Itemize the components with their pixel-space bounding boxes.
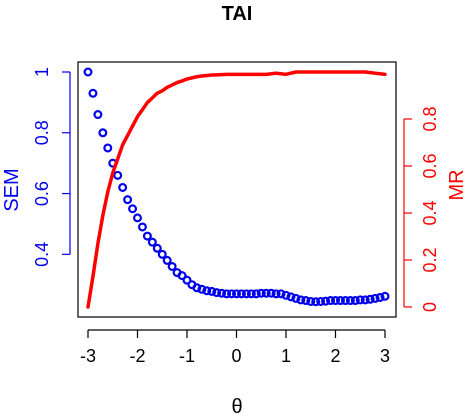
right-y-axis-label: MR xyxy=(446,169,468,200)
right-y-tick-label: 0.4 xyxy=(420,200,440,225)
left-y-axis: 0.4 0.6 0.8 1 xyxy=(32,67,71,267)
mr-series xyxy=(86,70,387,309)
sem-point xyxy=(88,88,98,98)
sem-point xyxy=(157,249,167,259)
sem-point xyxy=(182,275,192,285)
sem-series xyxy=(83,67,390,307)
sem-point xyxy=(311,297,321,307)
sem-point xyxy=(133,213,143,223)
sem-point xyxy=(207,286,217,296)
x-tick-label: 2 xyxy=(330,346,340,366)
left-y-tick-label: 0.8 xyxy=(32,120,52,145)
chart-title: TAI xyxy=(222,3,253,25)
sem-point xyxy=(370,293,380,303)
sem-point xyxy=(113,170,123,180)
x-tick-label: -3 xyxy=(80,346,96,366)
sem-point xyxy=(241,289,251,299)
sem-point xyxy=(286,292,296,302)
plot-frame xyxy=(77,61,397,318)
sem-point xyxy=(222,289,232,299)
sem-point xyxy=(306,296,316,306)
mr-line xyxy=(86,70,387,309)
sem-point xyxy=(331,296,341,306)
sem-point xyxy=(246,289,256,299)
sem-point xyxy=(340,296,350,306)
sem-point xyxy=(227,289,237,299)
sem-point xyxy=(152,243,162,253)
sem-point xyxy=(251,289,261,299)
sem-point xyxy=(316,296,326,306)
sem-point xyxy=(192,283,202,293)
sem-point xyxy=(380,291,390,301)
x-tick-label: 3 xyxy=(380,346,390,366)
sem-point xyxy=(326,296,336,306)
x-tick-label: -1 xyxy=(179,346,195,366)
sem-point xyxy=(375,292,385,302)
left-y-tick-label: 1 xyxy=(32,67,52,77)
sem-point xyxy=(217,288,227,298)
sem-point xyxy=(276,289,286,299)
sem-point xyxy=(147,237,157,247)
sem-point xyxy=(93,110,103,120)
sem-point xyxy=(137,222,147,232)
left-y-tick-label: 0.6 xyxy=(32,181,52,206)
right-y-tick-label: 0.6 xyxy=(420,153,440,178)
sem-point xyxy=(83,67,93,77)
sem-point xyxy=(197,284,207,294)
right-y-axis: 0 0.2 0.4 0.6 0.8 xyxy=(403,106,440,312)
right-y-tick-label: 0.2 xyxy=(420,247,440,272)
left-y-axis-label: SEM xyxy=(1,168,23,211)
sem-point xyxy=(281,290,291,300)
sem-point xyxy=(256,288,266,298)
sem-point xyxy=(202,286,212,296)
sem-point xyxy=(360,295,370,305)
sem-point xyxy=(142,231,152,241)
sem-point xyxy=(266,288,276,298)
x-tick-label: -2 xyxy=(129,346,145,366)
sem-point xyxy=(236,289,246,299)
sem-point xyxy=(345,296,355,306)
sem-point xyxy=(232,289,242,299)
sem-point xyxy=(103,143,113,153)
x-tick-label: 1 xyxy=(281,346,291,366)
x-tick-label: 0 xyxy=(231,346,241,366)
sem-point xyxy=(123,195,133,205)
sem-point xyxy=(177,271,187,281)
sem-point xyxy=(291,293,301,303)
sem-point xyxy=(98,128,108,138)
sem-point xyxy=(296,295,306,305)
sem-point xyxy=(301,296,311,306)
sem-point xyxy=(350,296,360,306)
x-axis: -3 -2 -1 0 1 2 3 xyxy=(80,329,390,366)
right-y-tick-label: 0 xyxy=(420,302,440,312)
sem-point xyxy=(162,255,172,265)
sem-point xyxy=(212,288,222,298)
sem-point xyxy=(167,261,177,271)
x-axis-label: θ xyxy=(231,396,242,418)
sem-point xyxy=(271,289,281,299)
sem-point xyxy=(365,294,375,304)
left-y-tick-label: 0.4 xyxy=(32,242,52,267)
sem-point xyxy=(128,204,138,214)
right-y-tick-label: 0.8 xyxy=(420,106,440,131)
sem-point xyxy=(118,182,128,192)
sem-point xyxy=(321,296,331,306)
sem-point xyxy=(261,288,271,298)
sem-point xyxy=(335,296,345,306)
sem-point xyxy=(355,295,365,305)
